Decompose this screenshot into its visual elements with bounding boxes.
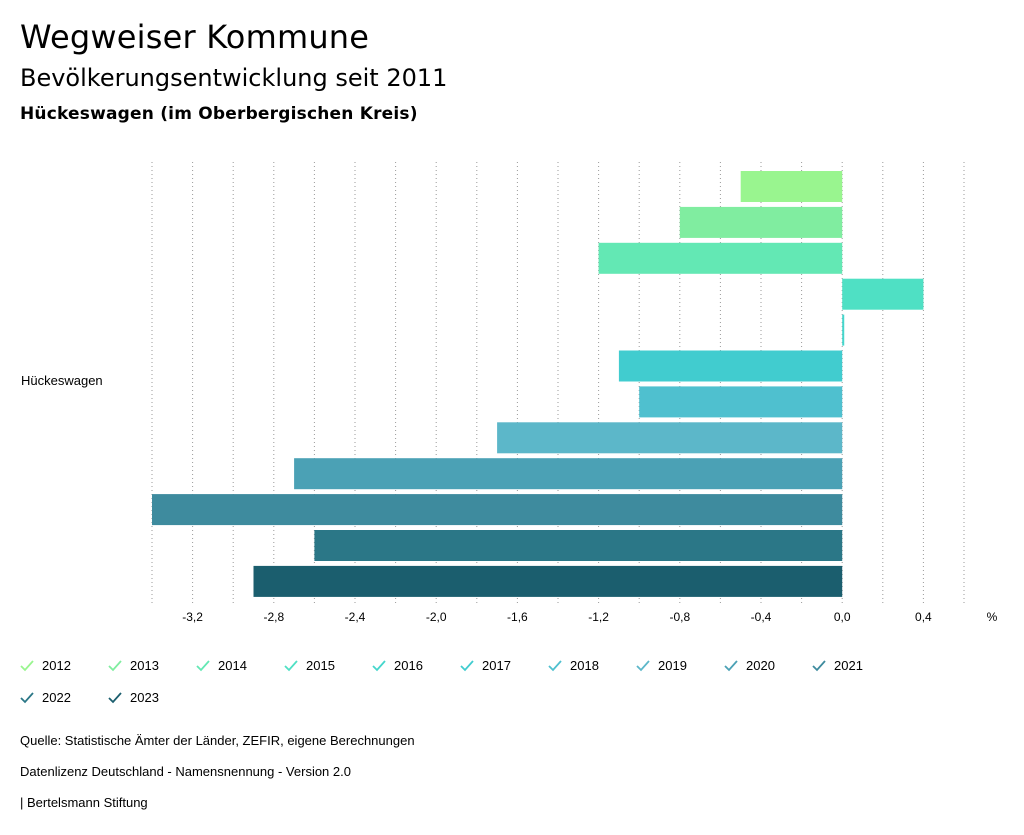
check-icon [20, 659, 34, 671]
bar-2013[interactable] [679, 206, 843, 238]
legend-label: 2019 [658, 658, 687, 673]
bar-2016[interactable] [842, 314, 845, 346]
legend-item-2014[interactable]: 2014 [196, 658, 247, 673]
check-icon [108, 659, 122, 671]
legend-label: 2018 [570, 658, 599, 673]
bar-2017[interactable] [618, 350, 843, 382]
legend-item-2022[interactable]: 2022 [20, 690, 71, 705]
category-label: Hückeswagen [21, 373, 103, 388]
unit-label: % [987, 610, 998, 624]
check-icon [724, 659, 738, 671]
legend-item-2016[interactable]: 2016 [372, 658, 423, 673]
legend-label: 2020 [746, 658, 775, 673]
tick-label: 0,0 [834, 610, 851, 624]
legend-item-2017[interactable]: 2017 [460, 658, 511, 673]
check-icon [108, 691, 122, 703]
publisher-note: | Bertelsmann Stiftung [20, 795, 148, 810]
check-icon [548, 659, 562, 671]
bar-2023[interactable] [253, 565, 843, 597]
legend-label: 2013 [130, 658, 159, 673]
check-icon [812, 659, 826, 671]
tick-label: -2,0 [426, 610, 447, 624]
legend-label: 2012 [42, 658, 71, 673]
bar-2020[interactable] [294, 458, 843, 490]
tick-label: -0,4 [751, 610, 772, 624]
tick-label: -2,4 [345, 610, 366, 624]
tick-label: -3,2 [182, 610, 203, 624]
legend-item-2020[interactable]: 2020 [724, 658, 775, 673]
tick-label: -1,2 [588, 610, 609, 624]
legend-label: 2022 [42, 690, 71, 705]
legend-item-2023[interactable]: 2023 [108, 690, 159, 705]
bar-2019[interactable] [497, 422, 843, 454]
check-icon [196, 659, 210, 671]
legend-label: 2016 [394, 658, 423, 673]
page-title: Wegweiser Kommune [20, 18, 370, 56]
check-icon [20, 691, 34, 703]
source-note: Quelle: Statistische Ämter der Länder, Z… [20, 733, 415, 748]
chart-subtitle: Bevölkerungsentwicklung seit 2011 [20, 64, 448, 92]
legend-label: 2015 [306, 658, 335, 673]
check-icon [372, 659, 386, 671]
legend-item-2013[interactable]: 2013 [108, 658, 159, 673]
region-name: Hückeswagen (im Oberbergischen Kreis) [20, 104, 418, 124]
legend-item-2015[interactable]: 2015 [284, 658, 335, 673]
legend-item-2021[interactable]: 2021 [812, 658, 863, 673]
tick-label: -2,8 [263, 610, 284, 624]
x-axis: -3,2 -2,8 -2,4 -2,0 -1,6 -1,2 -0,8 -0,4 0,0 0,4% [182, 610, 997, 624]
check-icon [284, 659, 298, 671]
legend-label: 2017 [482, 658, 511, 673]
legend-label: 2021 [834, 658, 863, 673]
legend-item-2012[interactable]: 2012 [20, 658, 71, 673]
legend-label: 2023 [130, 690, 159, 705]
legend-item-2018[interactable]: 2018 [548, 658, 599, 673]
tick-label: -0,8 [669, 610, 690, 624]
bar-chart: Hückeswagen-3,2 -2,8 -2,4 -2,0 -1,6 -1,2 -0,8-… [21, 162, 998, 624]
bars [152, 171, 924, 597]
legend-item-2019[interactable]: 2019 [636, 658, 687, 673]
bar-2012[interactable] [740, 171, 843, 202]
bar-2015[interactable] [842, 278, 924, 310]
bar-2014[interactable] [598, 242, 843, 274]
license-note: Datenlizenz Deutschland - Namensnennung … [20, 764, 351, 779]
bar-2018[interactable] [639, 386, 843, 418]
check-icon [460, 659, 474, 671]
bar-2022[interactable] [314, 530, 843, 561]
bar-2021[interactable] [152, 494, 843, 526]
tick-label: 0,4 [915, 610, 932, 624]
legend-label: 2014 [218, 658, 247, 673]
tick-label: -1,6 [507, 610, 528, 624]
check-icon [636, 659, 650, 671]
